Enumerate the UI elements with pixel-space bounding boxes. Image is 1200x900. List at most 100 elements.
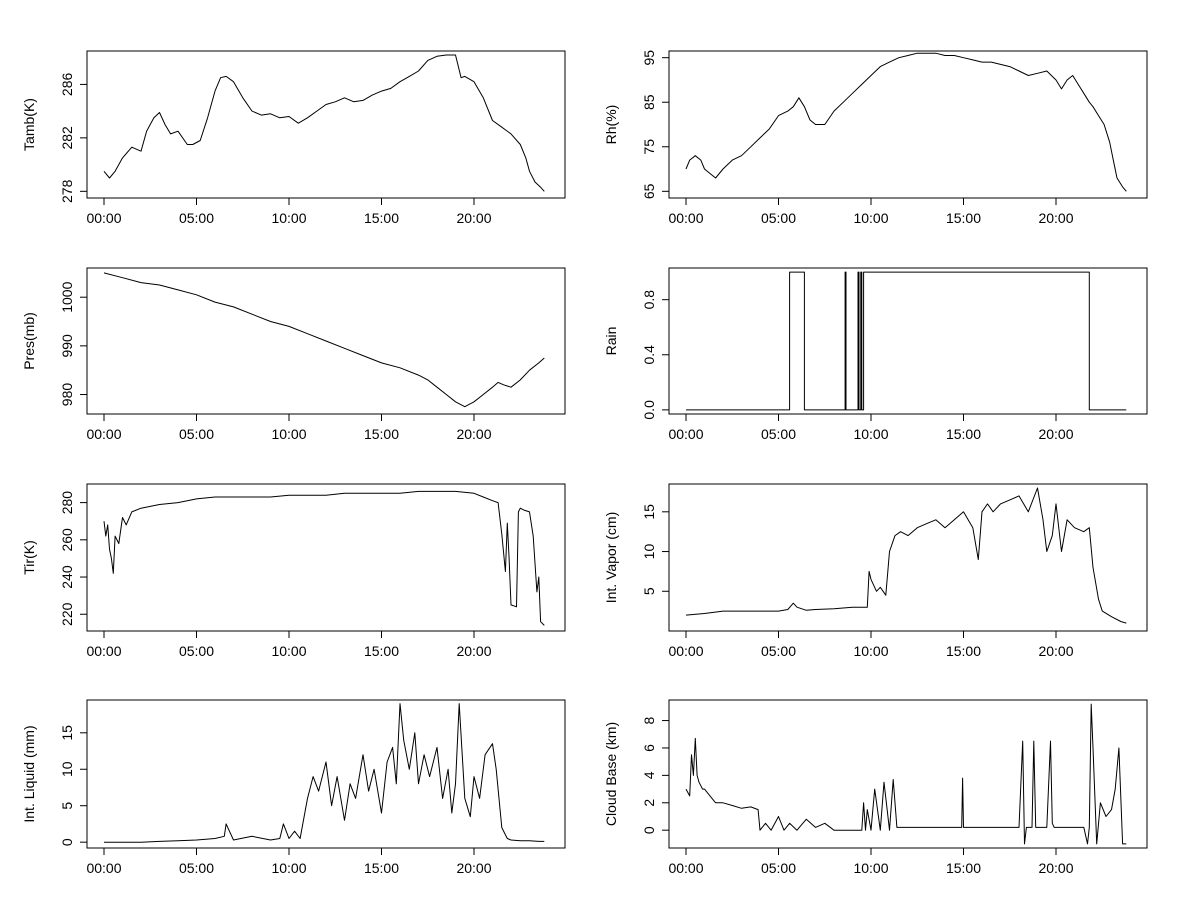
x-tick-label: 00:00: [668, 860, 703, 876]
plot-frame: [668, 699, 1148, 849]
y-axis-label: Cloud Base (km): [603, 722, 619, 826]
panel-5: 00:00 05:00 10:00 15:00 20:00 220 240 260 280 Tir…: [21, 483, 566, 659]
y-tick-label: 10: [59, 761, 75, 777]
y-tick-label: 0: [641, 826, 657, 834]
plot-frame: [668, 50, 1148, 199]
x-tick-label: 10:00: [271, 860, 306, 876]
x-tick-label: 05:00: [761, 210, 796, 226]
panel-7: 00:00 05:00 10:00 15:00 20:00 0 5 10 15 Int. Liqu…: [21, 699, 566, 876]
series-line: [104, 703, 545, 843]
series-line: [685, 487, 1127, 624]
x-tick-label: 05:00: [179, 643, 214, 659]
x-tick-label: 00:00: [668, 643, 703, 659]
plot-frame: [86, 267, 566, 415]
y-axis-label: Rh(%): [603, 105, 619, 145]
x-tick-label: 05:00: [761, 643, 796, 659]
series-line: [103, 490, 545, 626]
x-tick-label: 15:00: [364, 643, 399, 659]
x-tick-label: 20:00: [456, 210, 491, 226]
y-tick-label: 0.8: [641, 290, 657, 310]
y-tick-label: 4: [641, 771, 657, 779]
y-tick-label: 282: [59, 126, 75, 150]
x-tick-label: 05:00: [761, 426, 796, 442]
x-tick-label: 10:00: [853, 643, 888, 659]
x-tick-label: 20:00: [1038, 643, 1073, 659]
y-tick-label: 8: [641, 716, 657, 724]
plot-frame: [86, 699, 566, 849]
series-line: [103, 272, 545, 408]
plot-frame: [86, 50, 566, 199]
y-tick-label: 6: [641, 744, 657, 752]
x-tick-label: 20:00: [1038, 210, 1073, 226]
x-tick-label: 00:00: [86, 210, 121, 226]
panel-6: 00:00 05:00 10:00 15:00 20:00 5 10 15 Int. Vapor…: [603, 483, 1148, 659]
y-tick-label: 980: [59, 383, 75, 407]
y-tick-label: 286: [59, 73, 75, 97]
y-tick-label: 220: [59, 602, 75, 626]
x-tick-label: 15:00: [946, 210, 981, 226]
x-tick-label: 10:00: [271, 643, 306, 659]
x-tick-label: 20:00: [456, 860, 491, 876]
y-tick-label: 2: [641, 799, 657, 807]
x-tick-label: 10:00: [853, 426, 888, 442]
y-tick-label: 75: [641, 139, 657, 155]
panel-2: 00:00 05:00 10:00 15:00 20:00 65 75 85 95 Rh(%): [603, 50, 1148, 226]
x-tick-label: 20:00: [456, 426, 491, 442]
x-tick-label: 00:00: [668, 210, 703, 226]
x-tick-label: 00:00: [86, 426, 121, 442]
x-tick-label: 15:00: [946, 643, 981, 659]
panel-4: 00:00 05:00 10:00 15:00 20:00 0.0 0.4 0.8 Rain: [603, 267, 1148, 442]
series-line: [685, 703, 1127, 845]
x-tick-label: 05:00: [179, 210, 214, 226]
series-line: [685, 52, 1127, 192]
x-tick-label: 15:00: [364, 210, 399, 226]
plot-frame: [86, 483, 566, 632]
y-tick-label: 260: [59, 528, 75, 552]
x-tick-label: 00:00: [86, 860, 121, 876]
y-tick-label: 10: [641, 544, 657, 560]
x-tick-label: 15:00: [946, 426, 981, 442]
x-tick-label: 10:00: [853, 210, 888, 226]
x-tick-label: 20:00: [456, 643, 491, 659]
y-axis-label: Tir(K): [21, 540, 37, 574]
y-axis-label: Rain: [603, 327, 619, 356]
x-tick-label: 20:00: [1038, 426, 1073, 442]
series-line: [686, 271, 1127, 411]
y-tick-label: 990: [59, 334, 75, 358]
y-tick-label: 15: [641, 504, 657, 520]
y-axis-label: Int. Vapor (cm): [603, 512, 619, 604]
y-tick-label: 0.0: [641, 400, 657, 420]
x-tick-label: 05:00: [179, 860, 214, 876]
plot-frame: [668, 267, 1148, 415]
x-tick-label: 10:00: [271, 210, 306, 226]
x-tick-label: 15:00: [364, 860, 399, 876]
y-tick-label: 278: [59, 179, 75, 203]
x-tick-label: 00:00: [86, 643, 121, 659]
y-tick-label: 15: [59, 725, 75, 741]
y-tick-label: 5: [641, 587, 657, 595]
y-tick-label: 1000: [59, 281, 75, 312]
y-tick-label: 0.4: [641, 345, 657, 365]
x-tick-label: 15:00: [946, 860, 981, 876]
panel-1: 00:00 05:00 10:00 15:00 20:00 278 282 286 Tamb(K…: [21, 50, 566, 226]
y-tick-label: 0: [59, 838, 75, 846]
x-tick-label: 10:00: [271, 426, 306, 442]
panel-3: 00:00 05:00 10:00 15:00 20:00 980 990 1000 Pres(…: [21, 267, 566, 442]
x-tick-label: 05:00: [179, 426, 214, 442]
y-axis-label: Int. Liquid (mm): [21, 725, 37, 822]
y-tick-label: 85: [641, 94, 657, 110]
y-tick-label: 280: [59, 491, 75, 515]
y-tick-label: 5: [59, 802, 75, 810]
x-tick-label: 00:00: [668, 426, 703, 442]
x-tick-label: 20:00: [1038, 860, 1073, 876]
series-line: [103, 54, 545, 192]
panel-8: 00:00 05:00 10:00 15:00 20:00 0 2 4 6 8 Cloud Base…: [603, 699, 1148, 876]
x-tick-label: 10:00: [853, 860, 888, 876]
plot-frame: [668, 483, 1148, 632]
x-tick-label: 05:00: [761, 860, 796, 876]
y-axis-label: Pres(mb): [21, 312, 37, 370]
y-tick-label: 65: [641, 183, 657, 199]
y-axis-label: Tamb(K): [21, 98, 37, 151]
y-tick-label: 240: [59, 565, 75, 589]
